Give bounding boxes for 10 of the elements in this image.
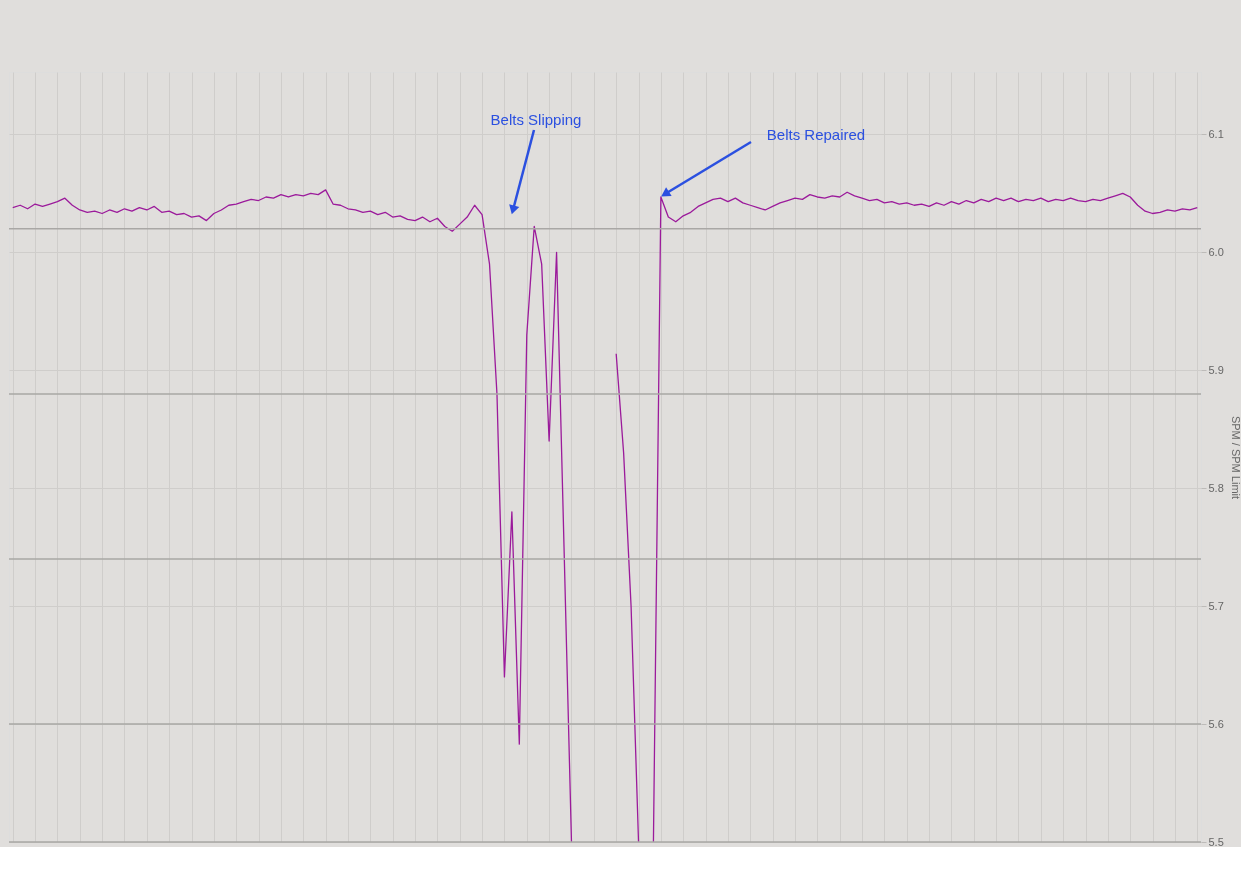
y-tick-label: 5.7 xyxy=(1208,599,1224,612)
y-tick-label: 6.0 xyxy=(1208,245,1224,258)
y-axis-title: SPM / SPM Limit xyxy=(1229,415,1242,500)
y-tick-label: 5.9 xyxy=(1208,363,1224,376)
y-tick-label: 5.5 xyxy=(1208,835,1224,848)
y-tick-label: 5.6 xyxy=(1208,717,1224,730)
annotation: Belts Repaired xyxy=(766,126,866,143)
annotation: Belts Slipping xyxy=(490,111,582,128)
y-tick-label: 5.8 xyxy=(1208,481,1224,494)
y-tick-label: 6.1 xyxy=(1208,128,1224,140)
